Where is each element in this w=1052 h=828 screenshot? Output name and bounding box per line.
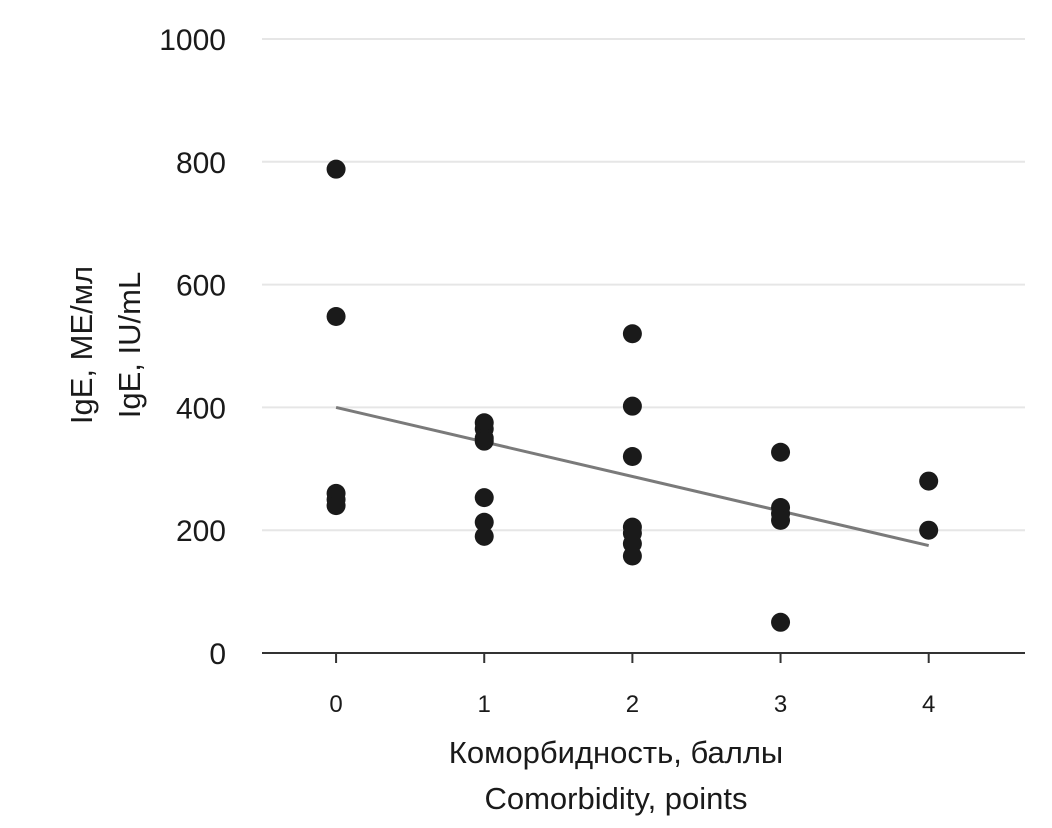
x-tick-label: 0: [329, 691, 342, 718]
data-point: [771, 442, 791, 462]
data-point: [474, 526, 494, 546]
y-tick-label: 400: [176, 392, 226, 425]
x-tick-label: 3: [774, 691, 787, 718]
x-tick-label: 2: [626, 691, 639, 718]
axes: [262, 652, 1025, 663]
data-point: [771, 612, 791, 632]
data-point: [474, 512, 494, 532]
data-point: [771, 510, 791, 530]
y-tick-label: 800: [176, 147, 226, 180]
x-tick-labels: 0 1 2 3 4: [329, 691, 935, 718]
y-axis-title-line-1: IgE, МЕ/мл: [64, 266, 99, 424]
y-axis-title: IgE, МЕ/мл: [64, 266, 99, 424]
data-point: [474, 431, 494, 451]
gridlines: [262, 38, 1025, 532]
trendline-group: [335, 405, 930, 548]
x-axis-title-line-1: Коморбидность, баллы: [449, 735, 783, 770]
x-tick-label: 1: [478, 691, 491, 718]
data-points: [326, 159, 939, 632]
data-point: [919, 520, 939, 540]
x-axis-title-line-2: Comorbidity, points: [484, 781, 747, 816]
y-tick-label: 600: [176, 270, 226, 303]
data-point: [622, 396, 642, 416]
y-axis-title-line-2: IgE, IU/mL: [112, 272, 147, 418]
data-point: [622, 546, 642, 566]
data-point: [919, 471, 939, 491]
data-point: [326, 307, 346, 327]
data-point: [622, 324, 642, 344]
data-point: [474, 488, 494, 508]
data-point: [326, 496, 346, 516]
y-tick-label: 1000: [159, 24, 226, 57]
data-point: [326, 159, 346, 179]
trendline: [335, 405, 930, 548]
y-tick-label: 0: [209, 638, 226, 671]
x-tick-label: 4: [922, 691, 935, 718]
y-axis-title-en: IgE, IU/mL: [112, 272, 147, 418]
y-tick-label: 200: [176, 515, 226, 548]
y-tick-labels: 0 200 400 600 800 1000: [159, 24, 226, 671]
data-point: [622, 447, 642, 467]
